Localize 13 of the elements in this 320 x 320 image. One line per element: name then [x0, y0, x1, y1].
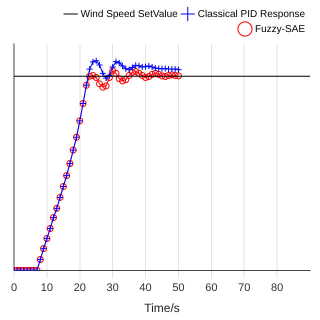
x-tick-label: 70	[238, 282, 250, 294]
x-tick-label: 20	[74, 282, 86, 294]
x-tick-label: 0	[10, 282, 18, 294]
legend-label: Classical PID Response	[198, 8, 306, 20]
x-tick-label: 10	[40, 282, 54, 294]
x-tick-label: 60	[205, 282, 218, 294]
x-tick-label: 30	[106, 282, 119, 294]
x-tick-label: 40	[139, 282, 152, 294]
legend-label: Wind Speed SetValue	[80, 8, 178, 20]
x-tick-label: 80	[270, 282, 284, 294]
x-tick-label: 50	[172, 282, 185, 294]
x-axis-title: Time/s	[144, 301, 180, 316]
legend-label: Fuzzy-SAE	[254, 24, 306, 35]
